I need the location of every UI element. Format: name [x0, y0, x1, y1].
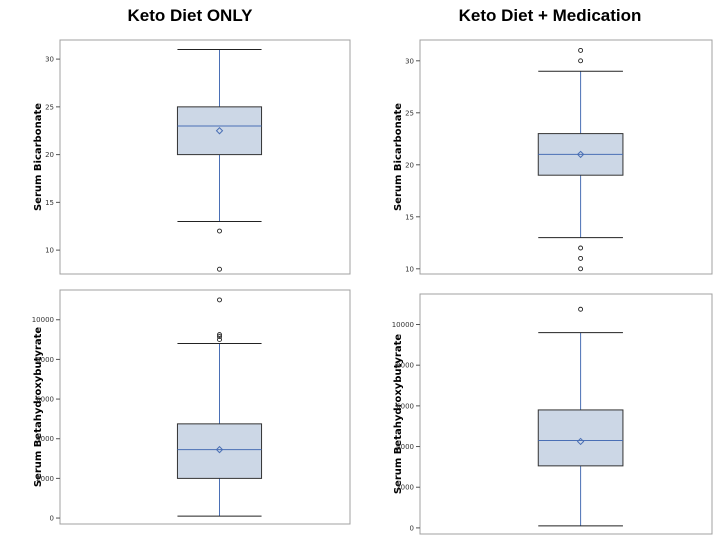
- y-tick-label: 10000: [392, 321, 414, 329]
- iqr-box: [176, 423, 263, 479]
- outlier-point: [217, 337, 222, 343]
- outlier-point: [217, 266, 222, 272]
- outlier-point: [578, 245, 584, 251]
- y-tick-label: 4000: [36, 435, 54, 443]
- mean-marker: [215, 445, 224, 454]
- y-tick-label: 0: [410, 524, 414, 532]
- outlier-point: [578, 47, 584, 53]
- y-axis-label: Serum Betahydroxybutyrate: [393, 334, 404, 494]
- boxplot-bicarbonate-keto-only: Serum Bicarbonate 10 15 20 25 30: [33, 39, 351, 275]
- y-tick-label: 10000: [32, 316, 54, 324]
- y-tick-label: 6000: [36, 396, 54, 404]
- plot-frame: [59, 289, 351, 525]
- boxplot-bicarbonate-keto-medication: Serum Bicarbonate 10 15 20 25 30: [393, 39, 713, 275]
- y-tick-label: 25: [405, 109, 414, 117]
- y-axis-label: Serum Bicarbonate: [33, 103, 44, 211]
- y-tick-label: 8000: [36, 356, 54, 364]
- outlier-point: [217, 334, 222, 340]
- y-tick-label: 10: [45, 247, 54, 255]
- outlier-point: [578, 58, 584, 64]
- outlier-point: [578, 255, 584, 261]
- column-title-keto-medication: Keto Diet + Medication: [458, 6, 642, 25]
- y-tick-label: 30: [45, 56, 54, 64]
- y-tick-label: 20: [45, 151, 54, 159]
- column-title-keto-only: Keto Diet ONLY: [127, 6, 253, 25]
- y-tick-label: 2000: [36, 475, 54, 483]
- iqr-box: [176, 106, 263, 156]
- y-tick-label: 15: [45, 199, 54, 207]
- y-tick-label: 30: [405, 57, 414, 65]
- y-axis-label: Serum Betahydroxybutyrate: [33, 327, 44, 487]
- y-tick-label: 20: [405, 161, 414, 169]
- outlier-point: [217, 332, 222, 338]
- y-axis-label: Serum Bicarbonate: [393, 103, 404, 211]
- outlier-point: [217, 297, 222, 303]
- y-tick-label: 10: [405, 265, 414, 273]
- y-tick-label: 8000: [396, 362, 414, 370]
- y-tick-label: 0: [50, 515, 54, 523]
- mean-marker: [576, 150, 585, 159]
- mean-marker: [576, 437, 585, 446]
- plot-frame: [59, 39, 351, 275]
- y-tick-label: 25: [45, 103, 54, 111]
- boxplot-bhb-keto-medication: Serum Betahydroxybutyrate 0 2000 4000 6000 80…: [392, 293, 713, 535]
- boxplot-bhb-keto-only: Serum Betahydroxybutyrate 0 2000 4000 6000 80…: [32, 289, 351, 525]
- outlier-point: [217, 228, 222, 234]
- outlier-point: [578, 306, 584, 312]
- y-tick-label: 15: [405, 213, 414, 221]
- y-tick-label: 6000: [396, 402, 414, 410]
- outlier-point: [578, 266, 584, 272]
- y-tick-label: 2000: [396, 484, 414, 492]
- y-tick-label: 4000: [396, 443, 414, 451]
- mean-marker: [215, 127, 224, 135]
